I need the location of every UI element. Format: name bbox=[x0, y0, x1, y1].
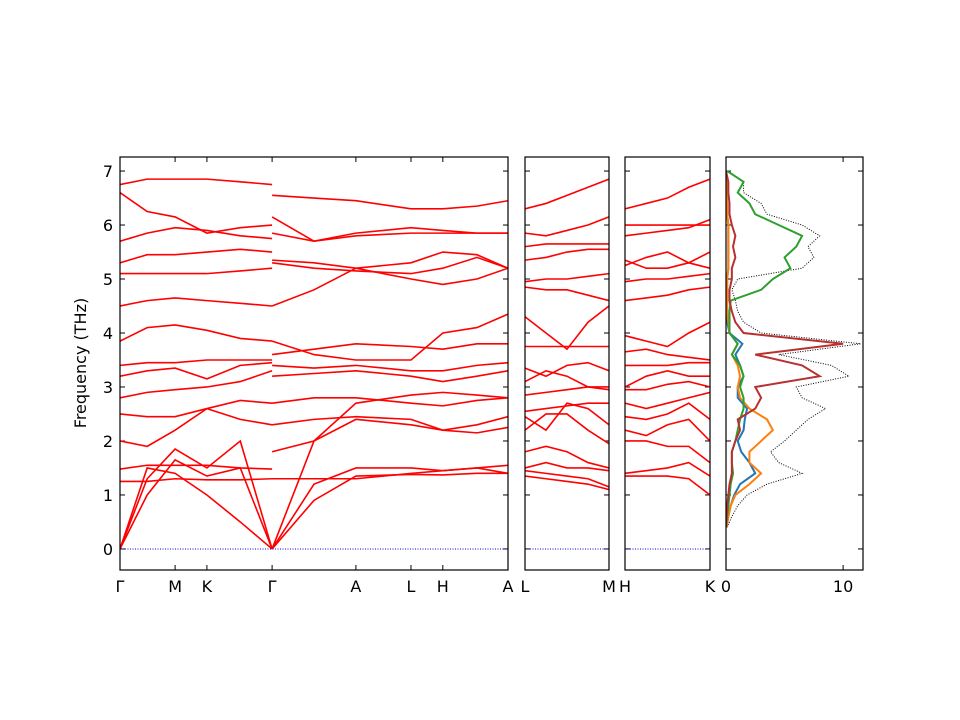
dos-curve bbox=[726, 170, 757, 528]
y-tick-label: 1 bbox=[103, 486, 113, 505]
band bbox=[120, 467, 508, 483]
band bbox=[625, 321, 710, 348]
dos-curve bbox=[726, 170, 861, 528]
band bbox=[625, 348, 710, 361]
band bbox=[525, 216, 609, 237]
x-tick-label: Γ bbox=[116, 577, 125, 596]
band bbox=[625, 402, 710, 421]
band bbox=[120, 407, 508, 448]
band bbox=[625, 251, 710, 269]
band bbox=[625, 418, 710, 442]
y-tick-label: 4 bbox=[103, 324, 113, 343]
band bbox=[525, 469, 609, 488]
x-tick-label: 0 bbox=[721, 577, 731, 596]
band bbox=[625, 475, 710, 496]
band bbox=[525, 305, 609, 351]
y-tick-label: 3 bbox=[103, 378, 113, 397]
x-tick-label: Γ bbox=[268, 577, 277, 596]
x-tick-label: H bbox=[437, 577, 449, 596]
x-tick-label: L bbox=[407, 577, 416, 596]
band bbox=[525, 243, 609, 248]
band bbox=[120, 267, 508, 307]
band bbox=[625, 272, 710, 283]
band bbox=[120, 313, 508, 361]
dos-curve bbox=[726, 170, 804, 528]
x-tick-label: 10 bbox=[833, 577, 853, 596]
x-tick-label: L bbox=[521, 577, 530, 596]
plot-frame bbox=[524, 156, 610, 571]
y-tick-label: 7 bbox=[103, 162, 113, 181]
band bbox=[525, 369, 609, 391]
band bbox=[120, 342, 508, 367]
band bbox=[625, 461, 710, 477]
band bbox=[120, 248, 508, 270]
x-tick-label: H bbox=[619, 577, 631, 596]
y-tick-label: 0 bbox=[103, 540, 113, 559]
band bbox=[525, 402, 609, 413]
band bbox=[525, 178, 609, 210]
band bbox=[625, 391, 710, 410]
band bbox=[625, 251, 710, 270]
band bbox=[525, 361, 609, 378]
band bbox=[625, 369, 710, 388]
plot-frame bbox=[725, 156, 864, 571]
band bbox=[525, 272, 609, 283]
y-tick-label: 5 bbox=[103, 270, 113, 289]
band bbox=[625, 380, 710, 391]
x-tick-label: M bbox=[168, 577, 182, 596]
dos-curve bbox=[726, 170, 844, 528]
band bbox=[525, 475, 609, 491]
band bbox=[120, 191, 508, 234]
x-tick-label: M bbox=[602, 577, 616, 596]
band bbox=[525, 461, 609, 472]
x-tick-label: K bbox=[202, 577, 213, 596]
band bbox=[120, 256, 508, 275]
band bbox=[120, 467, 508, 550]
band bbox=[120, 396, 508, 418]
band bbox=[625, 218, 710, 237]
band bbox=[120, 369, 508, 399]
plot-frame bbox=[624, 156, 711, 571]
band bbox=[120, 458, 508, 550]
band bbox=[625, 178, 710, 210]
plot-frame bbox=[119, 156, 509, 571]
band bbox=[525, 402, 609, 432]
band bbox=[625, 361, 710, 367]
x-tick-label: K bbox=[705, 577, 716, 596]
y-tick-label: 2 bbox=[103, 432, 113, 451]
band bbox=[120, 361, 508, 380]
x-tick-label: A bbox=[503, 577, 514, 596]
band bbox=[120, 178, 508, 243]
y-axis-label: Frequency (THz) bbox=[71, 298, 90, 428]
band bbox=[525, 248, 609, 261]
band bbox=[120, 415, 508, 470]
band bbox=[525, 413, 609, 445]
band bbox=[525, 445, 609, 469]
y-tick-label: 6 bbox=[103, 216, 113, 235]
band bbox=[625, 440, 710, 464]
band bbox=[120, 216, 508, 243]
x-tick-label: A bbox=[350, 577, 361, 596]
band bbox=[625, 286, 710, 302]
band bbox=[525, 386, 609, 396]
band bbox=[525, 286, 609, 302]
